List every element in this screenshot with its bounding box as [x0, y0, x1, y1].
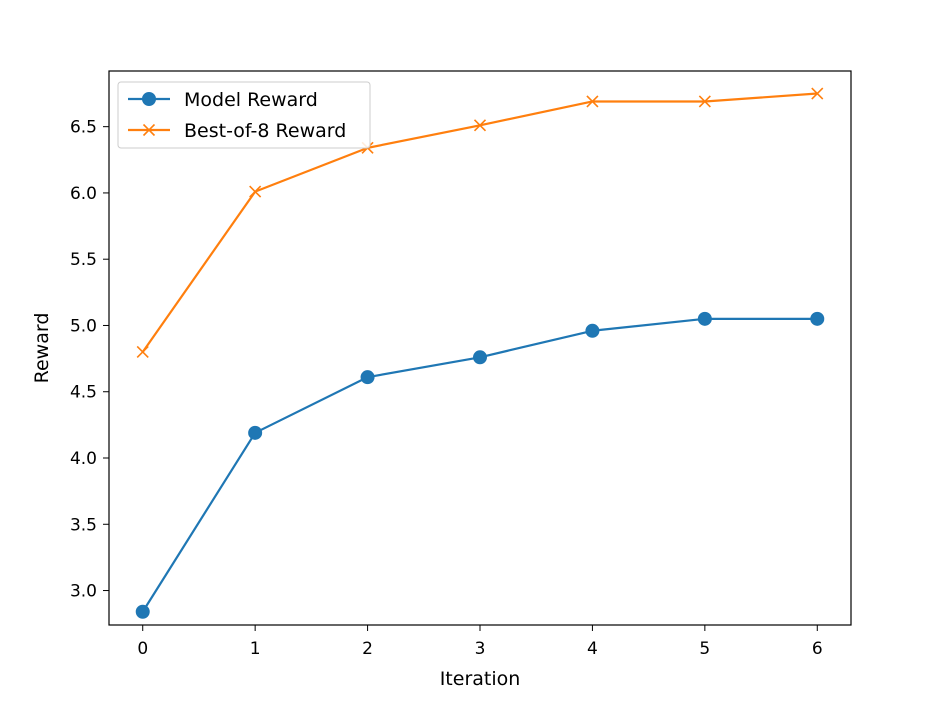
data-point: [810, 311, 825, 326]
x-tick-label: 6: [812, 639, 823, 659]
data-point: [697, 311, 712, 326]
series-model-reward: [135, 311, 825, 619]
y-tick-label: 3.0: [70, 582, 97, 602]
legend-marker: [142, 123, 156, 137]
y-axis-label: Reward: [31, 313, 53, 384]
legend-box: [117, 81, 371, 149]
legend: Model Reward Best-of-8 Reward: [117, 81, 371, 149]
y-tick-label: 4.0: [70, 449, 97, 469]
plot-area-frame: [108, 70, 852, 626]
y-tick-label: 4.5: [70, 383, 97, 403]
data-point: [136, 345, 149, 359]
legend-label: Best-of-8 Reward: [184, 120, 346, 142]
legend-label: Model Reward: [184, 89, 318, 111]
x-tick-label: 2: [362, 639, 373, 659]
x-tick-label: 5: [699, 639, 710, 659]
x-marker-stroke: [142, 123, 156, 137]
x-tick-label: 1: [250, 639, 261, 659]
y-tick-label: 6.0: [70, 184, 97, 204]
legend-entry: Best-of-8 Reward: [128, 120, 346, 142]
y-tick-label: 3.5: [70, 515, 97, 535]
x-marker-stroke: [698, 95, 711, 108]
data-point: [585, 323, 600, 338]
x-axis-ticks: 0 1 2 3 4 5 6: [137, 625, 823, 659]
x-marker-stroke: [811, 87, 824, 100]
legend-marker: [142, 92, 156, 106]
y-tick-label: 5.0: [70, 316, 97, 336]
x-marker-stroke: [586, 95, 599, 108]
y-tick-label: 6.5: [70, 118, 97, 138]
x-marker-stroke: [136, 345, 149, 359]
data-point: [811, 87, 824, 100]
x-marker-stroke: [249, 185, 262, 198]
data-point: [698, 95, 711, 108]
data-point: [586, 95, 599, 108]
x-tick-label: 0: [137, 639, 148, 659]
data-point: [360, 370, 375, 385]
legend-entry: Model Reward: [128, 89, 318, 111]
x-axis-label: Iteration: [440, 668, 521, 690]
data-point: [473, 350, 487, 365]
x-tick-label: 3: [475, 639, 486, 659]
plot-series: [135, 87, 825, 619]
data-point: [135, 604, 150, 619]
data-point: [473, 119, 487, 132]
y-axis-ticks: 3.0 3.5 4.0 4.5 5.0 5.5 6.0 6.5: [70, 118, 109, 602]
y-tick-label: 5.5: [70, 250, 97, 270]
x-marker-stroke: [473, 119, 487, 132]
data-point: [249, 185, 262, 198]
data-point: [248, 425, 263, 440]
x-tick-label: 4: [587, 639, 598, 659]
